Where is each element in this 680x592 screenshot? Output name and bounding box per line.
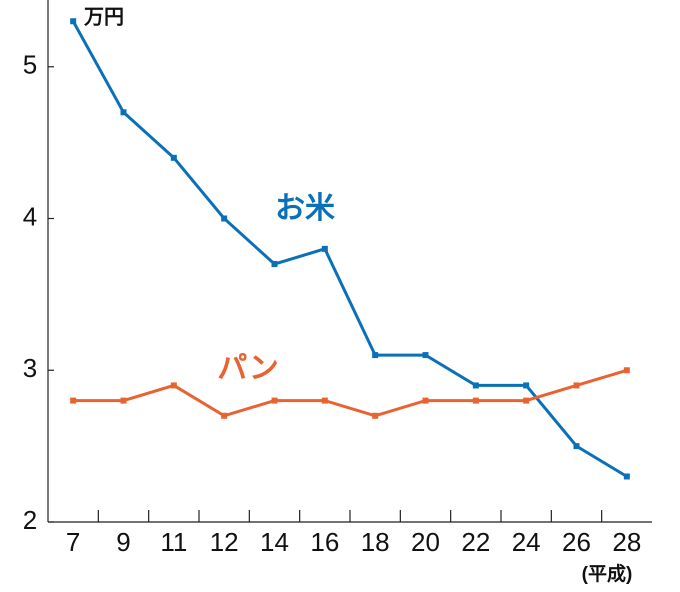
x-tick-label: 14 [260, 527, 289, 557]
point [70, 18, 77, 25]
point [321, 397, 328, 404]
y-tick-label: 3 [23, 353, 37, 383]
x-tick-label: 11 [160, 527, 187, 557]
series-line [73, 368, 628, 418]
point [271, 261, 278, 268]
point [120, 109, 127, 116]
x-tick-label: 22 [461, 527, 490, 557]
point [372, 352, 379, 359]
point [70, 397, 77, 404]
point [422, 397, 429, 404]
point [221, 412, 228, 419]
x-tick-label: 12 [210, 527, 239, 557]
point [623, 367, 630, 374]
x-tick-label: 18 [361, 527, 390, 557]
point [472, 382, 479, 389]
y-tick-label: 2 [23, 505, 37, 535]
point [271, 397, 278, 404]
y-tick-label: 4 [23, 201, 37, 231]
point [472, 397, 479, 404]
x-tick-label: 26 [562, 527, 591, 557]
x-tick-label: 16 [310, 527, 339, 557]
point [573, 443, 580, 450]
x-tick-label: 20 [411, 527, 440, 557]
point [221, 215, 228, 222]
series-line [71, 20, 628, 478]
y-unit: 万円 [83, 6, 124, 28]
x-tick-label: 7 [66, 527, 80, 557]
point [170, 382, 177, 389]
point [372, 412, 379, 419]
series-label: パン [217, 352, 279, 385]
point [623, 473, 630, 480]
point [170, 154, 177, 161]
point [523, 382, 530, 389]
point [573, 382, 580, 389]
point [422, 352, 429, 359]
y-tick-label: 5 [23, 50, 37, 80]
point [120, 397, 127, 404]
x-tick-label: 28 [612, 527, 641, 557]
x-unit: (平成) [582, 562, 633, 585]
series-label: お米 [275, 192, 335, 225]
point [523, 397, 530, 404]
x-tick-label: 24 [512, 527, 541, 557]
x-tick-label: 9 [116, 527, 130, 557]
point [321, 245, 328, 252]
